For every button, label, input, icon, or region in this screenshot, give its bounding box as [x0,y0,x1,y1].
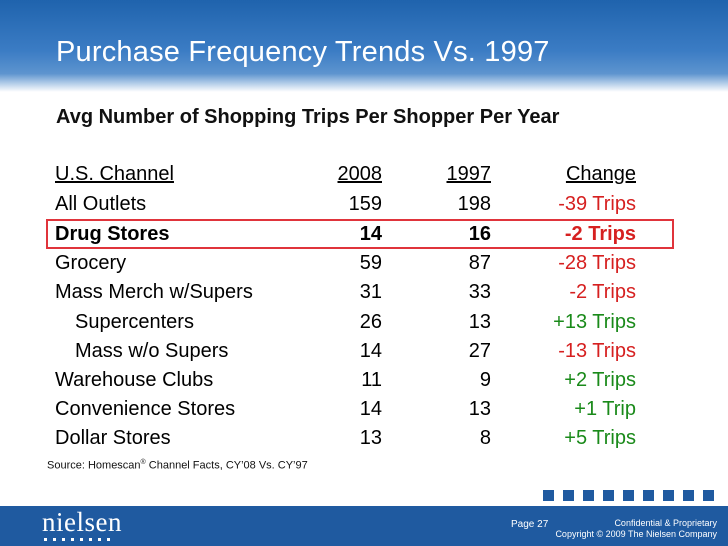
value-1997: 13 [468,311,491,333]
nielsen-logo: nielsen [42,507,122,537]
value-1997: 33 [468,281,491,303]
channel-name: Warehouse Clubs [55,369,214,391]
copyright-label: Copyright © 2009 The Nielsen Company [555,529,717,539]
channel-name: Dollar Stores [55,427,171,449]
table-row: Warehouse Clubs 11 9 +2 Trips [0,366,728,395]
channel-name: Mass w/o Supers [75,340,229,362]
table-row: Drug Stores 14 16 -2 Trips [0,220,728,249]
value-1997: 27 [468,340,491,362]
table-header-row: U.S. Channel 2008 1997 Change [0,160,728,189]
page-number: Page 27 [511,519,549,530]
value-2008: 11 [361,369,382,391]
registered-mark: ® [140,459,146,466]
slide-title: Purchase Frequency Trends Vs. 1997 [56,36,550,68]
source-note: Source: Homescan® Channel Facts, CY’08 V… [47,459,308,472]
source-suffix: Channel Facts, CY’08 Vs. CY’97 [145,459,308,472]
change-value: -39 Trips [558,193,636,215]
header-1997: 1997 [446,163,492,185]
table-row: Mass w/o Supers 14 27 -13 Trips [0,337,728,366]
change-value: -13 Trips [558,340,636,362]
table-row: Supercenters 26 13 +13 Trips [0,308,728,337]
logo-dots [44,538,110,541]
channel-name: Convenience Stores [55,398,236,420]
value-1997: 198 [457,193,491,215]
value-2008: 14 [359,398,382,420]
header-channel: U.S. Channel [55,163,174,185]
value-1997: 16 [468,223,491,245]
value-2008: 14 [359,340,382,362]
change-value: +2 Trips [564,369,636,391]
title-bar [0,0,728,92]
header-2008: 2008 [337,163,383,185]
change-value: +5 Trips [564,427,636,449]
value-1997: 13 [468,398,491,420]
channel-name: Mass Merch w/Supers [55,281,253,303]
change-value: -28 Trips [558,252,636,274]
table-row: All Outlets 159 198 -39 Trips [0,190,728,219]
decorative-square-dots [543,490,714,501]
table-row: Mass Merch w/Supers 31 33 -2 Trips [0,278,728,307]
value-2008: 31 [359,281,382,303]
change-value: +1 Trip [574,398,636,420]
confidential-notice: Confidential & Proprietary Copyright © 2… [555,518,717,540]
value-1997: 9 [479,369,491,391]
table-row: Grocery 59 87 -28 Trips [0,249,728,278]
change-value: +13 Trips [553,311,636,333]
value-2008: 13 [359,427,382,449]
value-2008: 14 [359,223,382,245]
value-2008: 59 [359,252,382,274]
value-2008: 159 [348,193,382,215]
value-1997: 87 [468,252,491,274]
channel-name: All Outlets [55,193,147,215]
table-row: Dollar Stores 13 8 +5 Trips [0,424,728,453]
channel-name: Grocery [55,252,127,274]
change-value: -2 Trips [569,281,636,303]
header-change: Change [565,163,636,185]
drug-stores-highlight-box [46,219,674,249]
change-value: -2 Trips [564,223,636,245]
value-1997: 8 [479,427,491,449]
slide-subtitle: Avg Number of Shopping Trips Per Shopper… [56,106,560,128]
channel-name: Supercenters [75,311,194,333]
source-prefix: Source: Homescan [47,459,141,472]
value-2008: 26 [359,311,382,333]
footer-bar [0,506,728,546]
confidential-label: Confidential & Proprietary [614,518,717,528]
table-row: Convenience Stores 14 13 +1 Trip [0,395,728,424]
channel-name: Drug Stores [55,223,170,245]
